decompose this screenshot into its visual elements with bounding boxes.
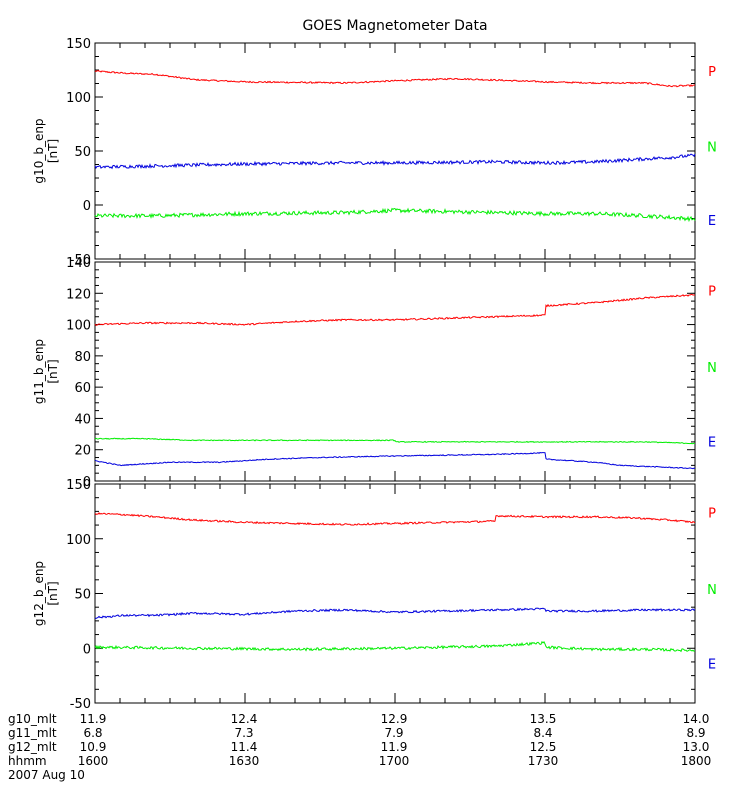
legend-entry-P: P xyxy=(708,284,716,299)
y-tick-label: -50 xyxy=(70,697,91,710)
footer-value: 11.9 xyxy=(79,712,107,726)
footer-value: 1800 xyxy=(680,754,712,768)
legend-entry-N: N xyxy=(707,361,717,376)
series-line-E xyxy=(94,607,696,619)
y-tick-label: 50 xyxy=(74,588,91,603)
series-line-N xyxy=(94,207,696,223)
legend-entry-E: E xyxy=(708,658,716,673)
footer-value: 1730 xyxy=(527,754,559,768)
y-tick-label: 0 xyxy=(83,475,91,490)
plot-frame xyxy=(94,261,696,482)
y-tick-label: 140 xyxy=(66,256,91,271)
footer-value: 7.9 xyxy=(384,726,404,740)
footer-value: 6.8 xyxy=(83,726,103,740)
panel-1: -50 0 50 100 150 g10_b_enp [nT] P N E xyxy=(32,37,717,268)
y-tick-label: 0 xyxy=(83,642,91,657)
series-line-P xyxy=(94,294,696,326)
footer-value: 1630 xyxy=(228,754,260,768)
y-axis-unit: [nT] xyxy=(46,359,60,383)
footer-value: 11.9 xyxy=(380,740,408,754)
footer-value: 12.5 xyxy=(529,740,557,754)
y-tick-label: 100 xyxy=(66,533,91,548)
footer-row-label: g12_mlt xyxy=(8,740,57,754)
y-tick-label: 60 xyxy=(74,381,91,396)
series-line-P xyxy=(94,69,696,88)
footer-value: 8.4 xyxy=(533,726,553,740)
panel-2: 0 20 40 60 80 100 120 140 g11_b_enp [nT] P N E xyxy=(32,256,717,490)
legend-entry-E: E xyxy=(708,436,716,451)
footer-value: 13.5 xyxy=(529,712,557,726)
footer-row-label: g10_mlt xyxy=(8,712,57,726)
footer-row-g10_mlt: g10_mlt 11.9 12.4 12.9 13.5 14.0 xyxy=(0,712,750,726)
y-axis-unit: [nT] xyxy=(46,581,60,605)
series-line-E xyxy=(94,451,696,470)
y-tick-label: 150 xyxy=(66,478,91,493)
footer-value: 7.3 xyxy=(234,726,254,740)
footer-value: 1600 xyxy=(77,754,109,768)
footer-value: 10.9 xyxy=(79,740,107,754)
footer-date: 2007 Aug 10 xyxy=(8,768,85,782)
legend-entry-E: E xyxy=(708,214,716,229)
y-tick-label: 100 xyxy=(66,319,91,334)
y-tick-label: -50 xyxy=(70,253,91,268)
footer-value: 11.4 xyxy=(230,740,258,754)
y-tick-label: 0 xyxy=(83,199,91,214)
legend-entry-N: N xyxy=(707,583,717,598)
y-tick-label: 80 xyxy=(74,350,91,365)
y-tick-label: 50 xyxy=(74,145,91,160)
series-line-N xyxy=(94,640,696,653)
footer-value: 8.9 xyxy=(686,726,706,740)
chart-title: GOES Magnetometer Data xyxy=(302,18,487,34)
plot-frame xyxy=(94,42,696,260)
y-tick-label: 100 xyxy=(66,91,91,106)
legend-entry-N: N xyxy=(707,141,717,156)
footer-row-label: hhmm xyxy=(8,754,47,768)
y-tick-label: 150 xyxy=(66,37,91,52)
y-axis-label: g10_b_enp xyxy=(32,118,46,183)
series-line-N xyxy=(94,437,696,445)
y-axis-label: g12_b_enp xyxy=(32,561,46,626)
y-tick-label: 40 xyxy=(74,412,91,427)
series-line-E xyxy=(94,153,696,170)
y-tick-label: 120 xyxy=(66,287,91,302)
footer-row-label: g11_mlt xyxy=(8,726,57,740)
footer-row-g12_mlt: g12_mlt 10.9 11.4 11.9 12.5 13.0 xyxy=(0,740,750,754)
footer-value: 12.4 xyxy=(230,712,258,726)
legend-entry-P: P xyxy=(708,506,716,521)
footer-value: 13.0 xyxy=(682,740,710,754)
footer-value: 1700 xyxy=(378,754,410,768)
legend-entry-P: P xyxy=(708,65,716,80)
y-axis-label: g11_b_enp xyxy=(32,339,46,404)
footer-value: 14.0 xyxy=(682,712,710,726)
y-tick-label: 20 xyxy=(74,444,91,459)
panel-3: -50 0 50 100 150 g12_b_enp [nT] P N E xyxy=(32,478,717,710)
footer-value: 12.9 xyxy=(380,712,408,726)
series-line-P xyxy=(94,512,696,526)
footer-row-hhmm: hhmm 1600 1630 1700 1730 1800 xyxy=(0,754,750,768)
y-axis-unit: [nT] xyxy=(46,139,60,163)
chart-svg: GOES Magnetometer Data -50 0 50 100 150 g10_b… xyxy=(32,18,717,710)
footer-row-g11_mlt: g11_mlt 6.8 7.3 7.9 8.4 8.9 xyxy=(0,726,750,740)
